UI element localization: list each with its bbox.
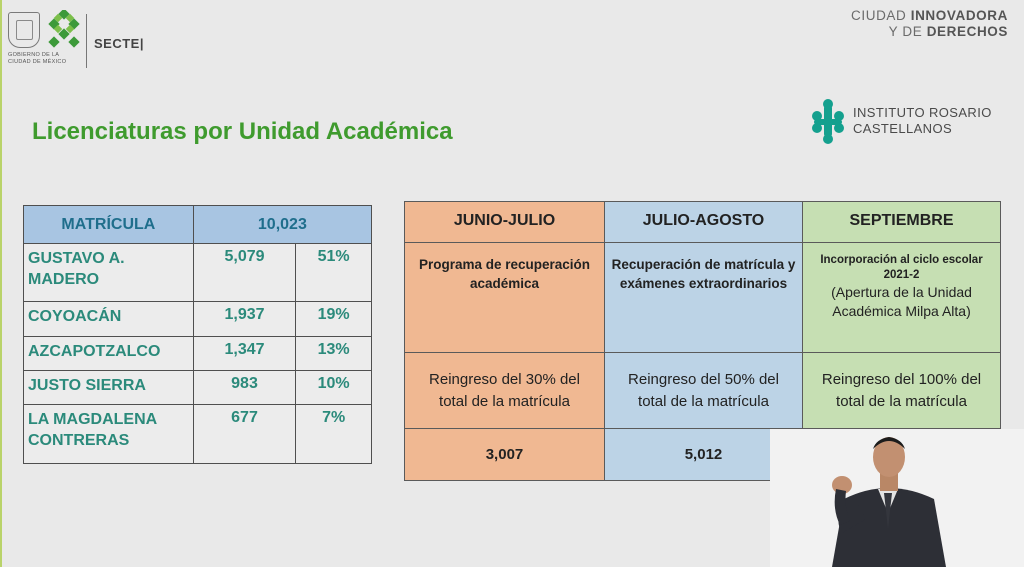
header-divider xyxy=(86,14,87,68)
unit-name: AZCAPOTZALCO xyxy=(23,336,194,371)
table-row: GUSTAVO A. MADERO 5,079 51% xyxy=(23,243,372,302)
period-description-bold: Incorporación al ciclo escolar 2021-2 xyxy=(820,254,983,281)
period-description: Programa de recuperación académica xyxy=(404,242,605,353)
irc-name: INSTITUTO ROSARIO CASTELLANOS xyxy=(853,105,992,137)
period-header-julio-agosto: JULIO-AGOSTO xyxy=(604,201,803,243)
sign-language-interpreter-video xyxy=(770,429,1024,567)
irc-name-line-1: INSTITUTO ROSARIO xyxy=(853,105,992,120)
enrollment-table: MATRÍCULA 10,023 GUSTAVO A. MADERO 5,079… xyxy=(23,205,373,464)
period-goal: Reingreso del 50% del total de la matríc… xyxy=(604,352,803,429)
unit-name: LA MAGDALENA CONTRERAS xyxy=(23,404,194,464)
unit-enrollment: 1,347 xyxy=(192,336,297,371)
gov-text-line-1: GOBIERNO DE LA xyxy=(8,52,60,58)
slogan-part: CIUDAD xyxy=(851,8,911,23)
unit-name: COYOACÁN xyxy=(23,301,194,337)
period-total: 5,012 xyxy=(604,428,803,481)
slogan-part: Y DE xyxy=(888,24,927,39)
city-seal-icon xyxy=(8,12,40,48)
period-goal: Reingreso del 100% del total de la matrí… xyxy=(802,352,1001,429)
table-row: LA MAGDALENA CONTRERAS 677 7% xyxy=(23,404,372,464)
period-header-junio-julio: JUNIO-JULIO xyxy=(404,201,605,243)
unit-percentage: 51% xyxy=(295,243,372,302)
cdmx-government-logo: GOBIERNO DE LA CIUDAD DE MÉXICO xyxy=(8,10,84,72)
slogan-bold-part: DERECHOS xyxy=(926,24,1008,39)
unit-enrollment: 1,937 xyxy=(192,301,297,337)
enrollment-header-row: MATRÍCULA 10,023 xyxy=(23,205,373,244)
interpreter-figure xyxy=(770,429,1024,567)
unit-enrollment: 5,079 xyxy=(192,243,297,302)
unit-enrollment: 983 xyxy=(192,370,297,405)
slogan-bold-part: INNOVADORA xyxy=(910,8,1008,23)
table-row: JUSTO SIERRA 983 10% xyxy=(23,370,372,405)
page-title: Licenciaturas por Unidad Académica xyxy=(32,118,453,145)
period-description: Incorporación al ciclo escolar 2021-2 (A… xyxy=(802,242,1001,353)
irc-logo-icon xyxy=(812,99,844,144)
period-description-note: (Apertura de la Unidad Académica Milpa A… xyxy=(831,284,972,319)
period-goal-row: Reingreso del 30% del total de la matríc… xyxy=(404,352,1001,429)
secte-label: SECTE| xyxy=(94,36,144,51)
unit-name: JUSTO SIERRA xyxy=(23,370,194,405)
gov-text-line-2: CIUDAD DE MÉXICO xyxy=(8,59,67,65)
unit-percentage: 13% xyxy=(295,336,372,371)
period-goal: Reingreso del 30% del total de la matríc… xyxy=(404,352,605,429)
table-row: AZCAPOTZALCO 1,347 13% xyxy=(23,336,372,371)
unit-name: GUSTAVO A. MADERO xyxy=(23,243,194,302)
enrollment-header-label: MATRÍCULA xyxy=(23,205,194,244)
period-header-row: JUNIO-JULIO JULIO-AGOSTO SEPTIEMBRE xyxy=(404,201,1001,243)
unit-percentage: 19% xyxy=(295,301,372,337)
unit-enrollment: 677 xyxy=(192,404,297,464)
period-description-row: Programa de recuperación académica Recup… xyxy=(404,242,1001,353)
period-header-septiembre: SEPTIEMBRE xyxy=(802,201,1001,243)
table-row: COYOACÁN 1,937 19% xyxy=(23,301,372,337)
period-description: Recuperación de matrícula y exámenes ext… xyxy=(604,242,803,353)
enrollment-total: 10,023 xyxy=(192,205,373,244)
unit-percentage: 7% xyxy=(295,404,372,464)
cdmx-emblem-icon xyxy=(48,10,80,48)
left-accent-bar xyxy=(0,0,2,567)
city-slogan: CIUDAD INNOVADORA Y DE DERECHOS xyxy=(851,8,1008,40)
period-total: 3,007 xyxy=(404,428,605,481)
irc-name-line-2: CASTELLANOS xyxy=(853,121,953,136)
government-name: GOBIERNO DE LA CIUDAD DE MÉXICO xyxy=(8,52,90,66)
unit-percentage: 10% xyxy=(295,370,372,405)
